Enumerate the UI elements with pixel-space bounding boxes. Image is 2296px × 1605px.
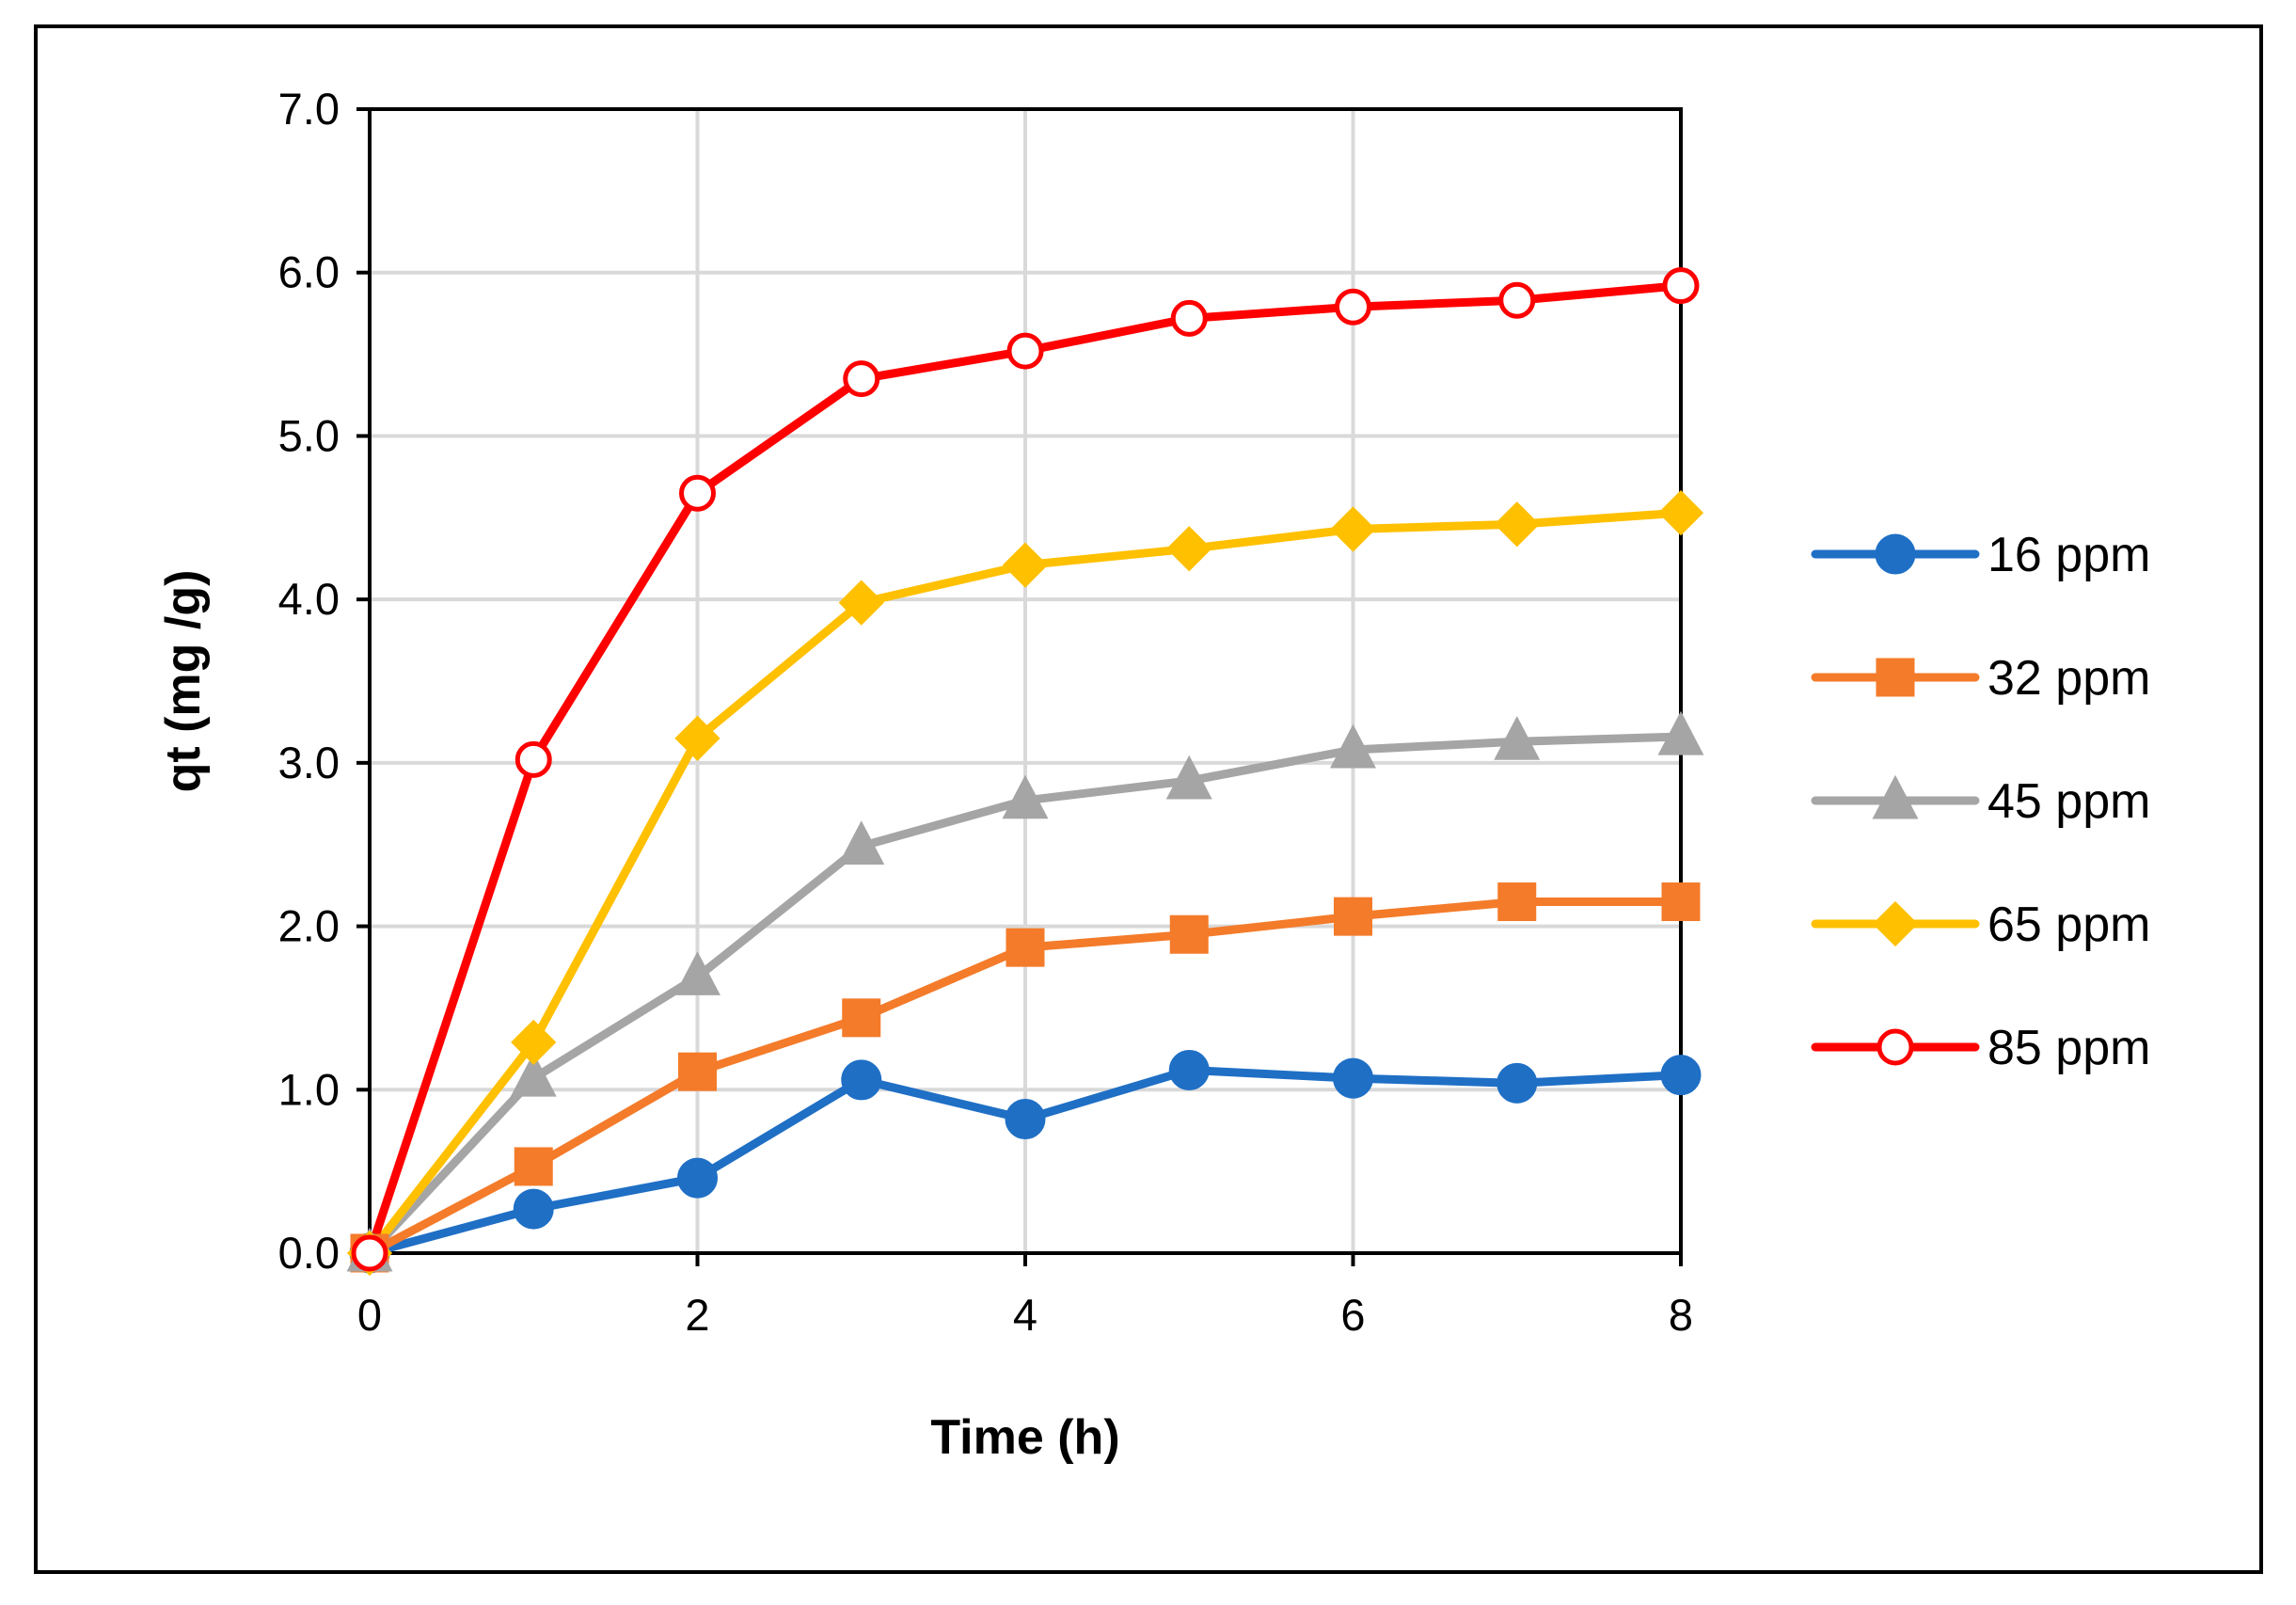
- x-tick-label: 4: [1013, 1290, 1037, 1340]
- y-tick-label: 7.0: [278, 84, 340, 134]
- legend-marker-16-ppm: [1875, 533, 1916, 575]
- data-point-16-ppm: [841, 1059, 882, 1101]
- y-tick-label: 6.0: [278, 247, 340, 297]
- data-point-16-ppm: [1496, 1062, 1538, 1104]
- y-tick-label: 5.0: [278, 410, 340, 460]
- data-point-85-ppm: [679, 474, 716, 512]
- data-point-45-ppm: [1002, 774, 1049, 819]
- x-tick-label: 2: [685, 1290, 709, 1340]
- data-point-65-ppm: [1657, 489, 1704, 536]
- data-point-65-ppm: [1002, 542, 1049, 588]
- data-point-65-ppm: [838, 580, 884, 626]
- data-point-16-ppm: [1333, 1057, 1373, 1099]
- data-point-45-ppm: [1657, 710, 1704, 755]
- data-point-45-ppm: [1165, 755, 1212, 800]
- data-point-45-ppm: [1330, 723, 1376, 769]
- data-point-32-ppm: [1497, 882, 1537, 922]
- data-point-45-ppm: [510, 1052, 557, 1097]
- data-point-16-ppm: [1660, 1055, 1702, 1096]
- y-tick-label: 2.0: [278, 901, 340, 951]
- legend: 16 ppm 32 ppm 45 ppm 65 ppm 85 ppm: [1811, 528, 2150, 1075]
- data-point-85-ppm: [351, 1234, 388, 1272]
- legend-marker-85-ppm: [1876, 1028, 1914, 1066]
- data-point-65-ppm: [1166, 526, 1212, 572]
- data-point-65-ppm: [511, 1019, 557, 1066]
- y-tick-label: 4.0: [278, 574, 340, 624]
- legend-marker-65-ppm: [1872, 900, 1919, 947]
- x-tick-label: 0: [357, 1290, 382, 1340]
- y-tick-label: 1.0: [278, 1064, 340, 1114]
- data-point-16-ppm: [677, 1157, 718, 1199]
- data-point-85-ppm: [1498, 281, 1536, 319]
- data-point-32-ppm: [842, 998, 881, 1038]
- y-tick-label: 3.0: [278, 738, 340, 787]
- legend-marker-45-ppm: [1872, 774, 1919, 819]
- data-point-65-ppm: [1330, 506, 1376, 552]
- legend-label-65-ppm: 65 ppm: [1987, 898, 2150, 952]
- data-point-16-ppm: [1168, 1049, 1210, 1090]
- legend-marker-32-ppm: [1876, 658, 1915, 697]
- x-tick-label: 6: [1340, 1290, 1365, 1340]
- data-point-16-ppm: [1005, 1099, 1046, 1140]
- plot-area: 0 2 4 6 8 0.0 1.0 2.0 3.0 4.0 5.0 6.0 7.0 Time (h) qt …: [156, 84, 1704, 1465]
- data-point-32-ppm: [514, 1147, 553, 1186]
- data-point-32-ppm: [1661, 882, 1701, 922]
- y-tick-label: 0.0: [278, 1228, 340, 1278]
- x-axis-title: Time (h): [930, 1410, 1119, 1465]
- y-axis-title: qt (mg /g): [156, 570, 211, 793]
- data-point-45-ppm: [674, 951, 720, 995]
- data-point-65-ppm: [1494, 501, 1540, 548]
- data-point-65-ppm: [674, 715, 720, 761]
- x-tick-label: 8: [1669, 1290, 1693, 1340]
- data-point-45-ppm: [1494, 716, 1541, 760]
- legend-label-32-ppm: 32 ppm: [1987, 651, 2150, 706]
- data-point-85-ppm: [1170, 299, 1208, 337]
- data-point-85-ppm: [515, 740, 552, 778]
- data-point-32-ppm: [678, 1052, 717, 1091]
- legend-label-16-ppm: 16 ppm: [1987, 528, 2150, 582]
- data-point-32-ppm: [1169, 914, 1209, 954]
- legend-label-85-ppm: 85 ppm: [1987, 1021, 2150, 1075]
- data-point-85-ppm: [1662, 267, 1700, 305]
- data-point-16-ppm: [513, 1188, 554, 1230]
- data-point-85-ppm: [1335, 288, 1371, 326]
- data-point-85-ppm: [1006, 332, 1044, 370]
- data-point-32-ppm: [1334, 897, 1372, 936]
- legend-label-45-ppm: 45 ppm: [1987, 774, 2150, 829]
- data-point-45-ppm: [838, 820, 885, 865]
- data-point-85-ppm: [843, 360, 880, 398]
- data-point-32-ppm: [1005, 928, 1045, 967]
